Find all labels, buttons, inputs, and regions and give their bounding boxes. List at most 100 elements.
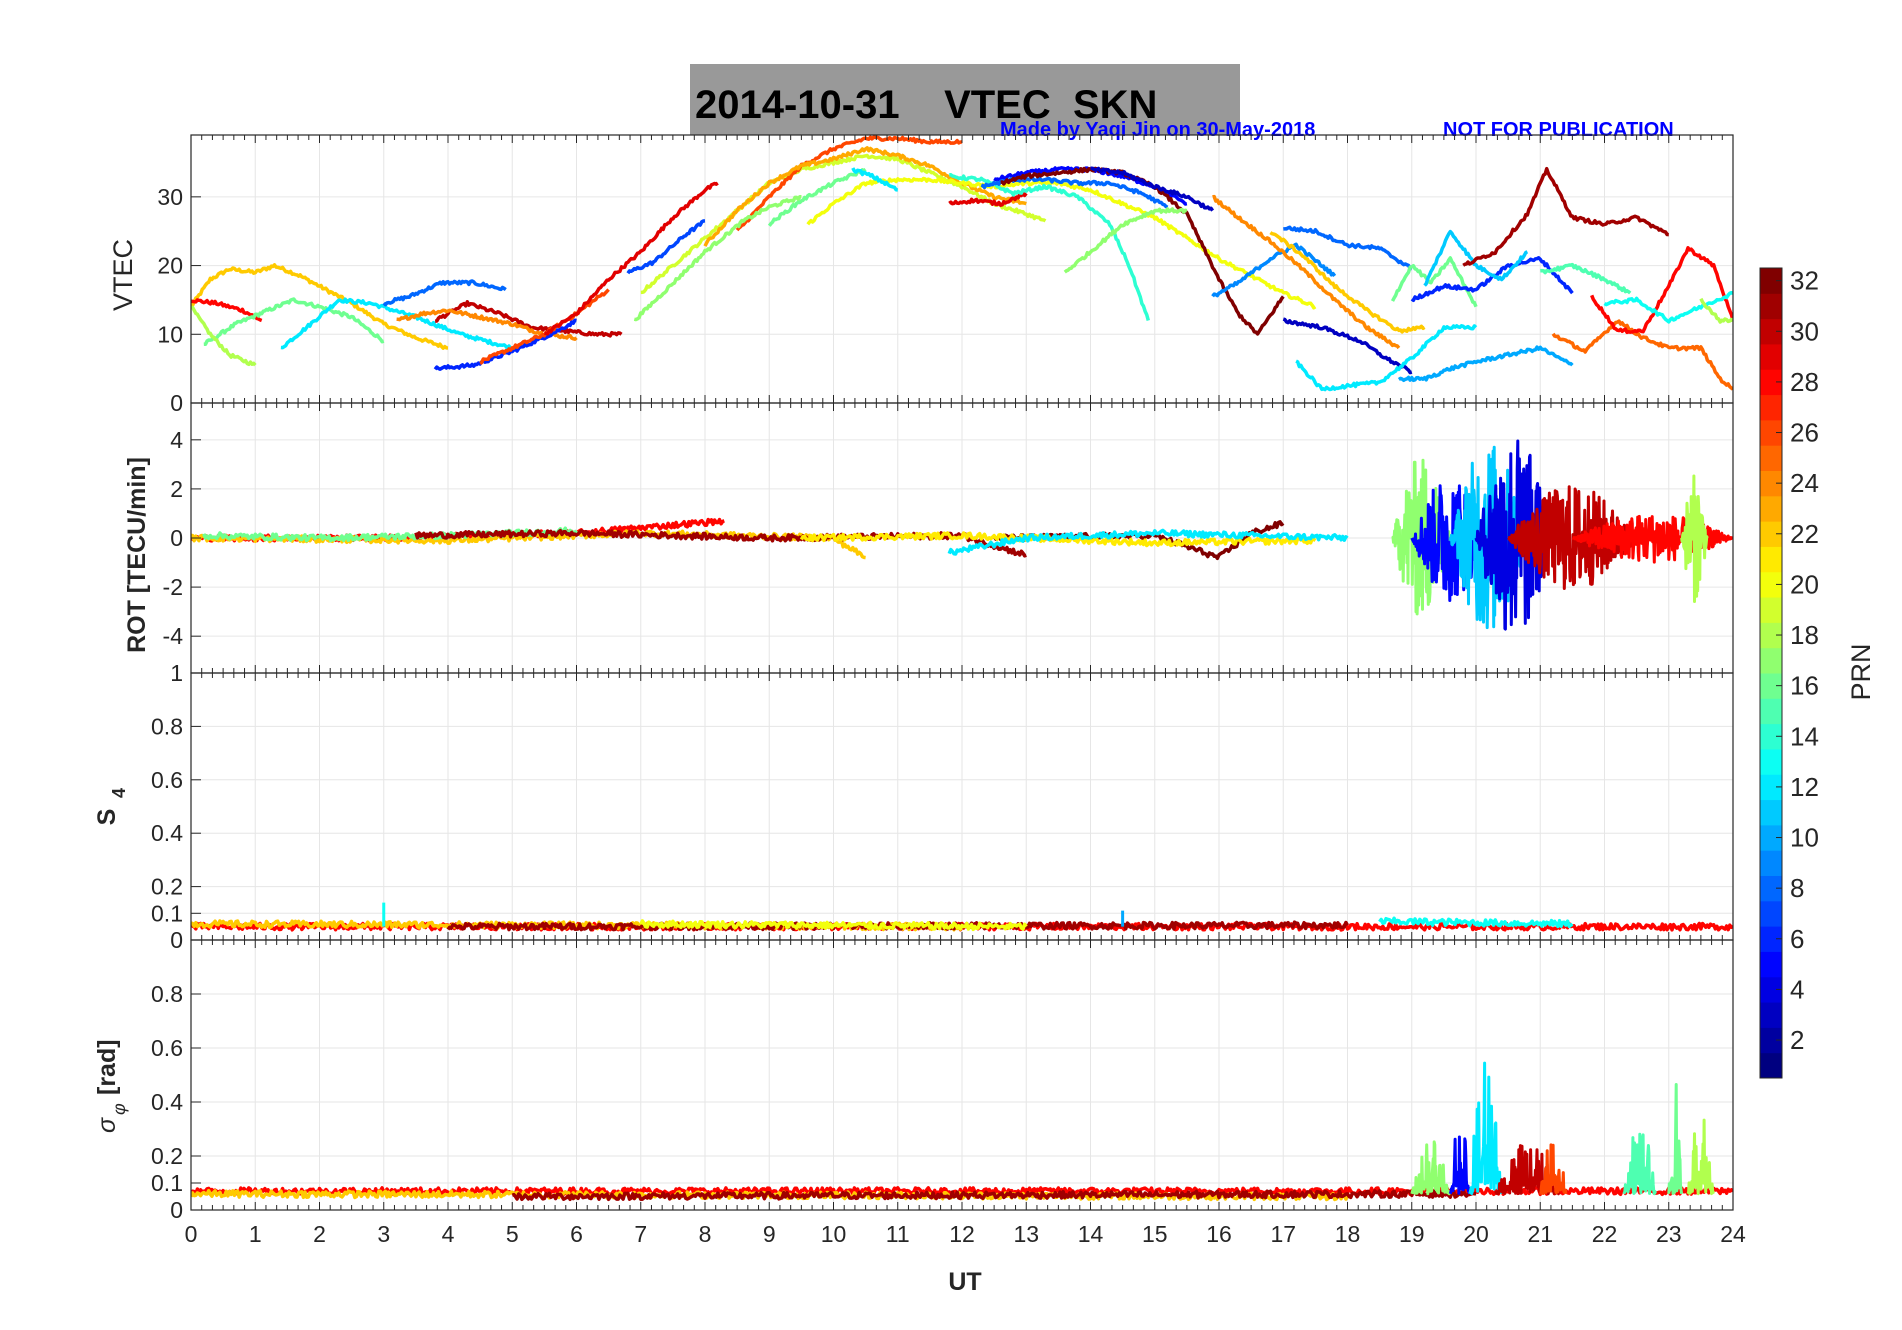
x-tick-label: 8 bbox=[699, 1221, 712, 1247]
colorbar-border bbox=[1759, 267, 1783, 1079]
x-axis-label: UT bbox=[948, 1268, 981, 1296]
colorbar-swatch bbox=[1760, 318, 1782, 345]
vtec-series-line bbox=[1590, 246, 1733, 335]
vtec-series-line bbox=[1462, 166, 1669, 267]
vtec-series-line bbox=[806, 176, 1317, 310]
s4-series-line bbox=[639, 919, 1028, 932]
colorbar-tick-label: 14 bbox=[1790, 721, 1819, 751]
sigma-burst-line bbox=[1667, 1083, 1684, 1195]
vtec-series-line bbox=[479, 288, 610, 365]
sigma-ylabel: σ φ [rad] bbox=[93, 1039, 129, 1133]
colorbar-swatch bbox=[1760, 343, 1782, 370]
vtec-series-line bbox=[382, 279, 507, 307]
colorbar-swatch bbox=[1760, 369, 1782, 396]
colorbar-swatch bbox=[1760, 445, 1782, 471]
colorbar-swatch bbox=[1760, 1027, 1782, 1054]
rot-burst-line bbox=[1448, 445, 1529, 630]
x-tick-label: 9 bbox=[763, 1221, 776, 1247]
vtec-ytick-label: 0 bbox=[170, 390, 183, 416]
x-tick-label: 0 bbox=[185, 1221, 198, 1247]
colorbar-swatch bbox=[1760, 622, 1782, 649]
colorbar-swatch bbox=[1760, 698, 1782, 725]
vtec-series-line bbox=[203, 297, 385, 347]
x-tick-label: 18 bbox=[1335, 1221, 1361, 1247]
colorbar-tick-label: 30 bbox=[1790, 316, 1819, 346]
colorbar-swatch bbox=[1760, 268, 1782, 294]
vtec-series-line bbox=[949, 172, 1150, 321]
x-tick-label: 21 bbox=[1527, 1221, 1553, 1247]
s4-ylabel: S 4 bbox=[93, 788, 129, 825]
s4-ytick-label: 0.6 bbox=[151, 767, 183, 793]
vtec-ylabel: VTEC bbox=[108, 239, 138, 311]
sigma-ytick-label: 0.4 bbox=[151, 1089, 183, 1115]
sigma-series bbox=[191, 1061, 1733, 1202]
colorbar-swatch bbox=[1760, 976, 1782, 1003]
rot-ytick-label: 0 bbox=[170, 525, 183, 551]
s4-grid bbox=[190, 672, 1734, 941]
colorbar-tick-label: 16 bbox=[1790, 671, 1819, 701]
s4-ytick-label: 0.8 bbox=[151, 713, 183, 739]
colorbar-swatch bbox=[1760, 1002, 1782, 1028]
vtec-series-line bbox=[633, 194, 802, 322]
vtec-series-line bbox=[1603, 290, 1733, 324]
x-tick-label: 13 bbox=[1013, 1221, 1039, 1247]
colorbar-tick-label: 22 bbox=[1790, 519, 1819, 549]
s4-ytick-label: 0.4 bbox=[151, 820, 183, 846]
colorbar-swatch bbox=[1760, 521, 1782, 547]
colorbar-swatch bbox=[1760, 293, 1782, 320]
colorbar-swatch bbox=[1760, 647, 1782, 674]
vtec-series-line bbox=[1090, 166, 1215, 212]
colorbar-tick-label: 2 bbox=[1790, 1025, 1804, 1055]
vtec-series-line bbox=[703, 146, 1027, 247]
rot-panel: -4 -2 0 2 4 bbox=[163, 402, 1734, 674]
sigma-ytick-label: 0.8 bbox=[151, 981, 183, 1007]
colorbar-swatch bbox=[1760, 470, 1782, 497]
colorbar-swatch bbox=[1760, 875, 1782, 902]
title-box bbox=[690, 64, 1240, 135]
sigma-burst-line bbox=[1622, 1132, 1657, 1196]
x-tick-label: 20 bbox=[1463, 1221, 1489, 1247]
colorbar-swatch bbox=[1760, 774, 1782, 801]
colorbar-swatch bbox=[1760, 546, 1782, 573]
vtec-ytick-label: 10 bbox=[157, 321, 183, 347]
vtec-ytick-label: 20 bbox=[157, 253, 183, 279]
colorbar-swatch bbox=[1760, 723, 1782, 750]
x-tick-label: 6 bbox=[570, 1221, 583, 1247]
x-tick-label: 4 bbox=[442, 1221, 455, 1247]
vtec-series-line bbox=[1211, 242, 1337, 298]
colorbar-tick-label: 4 bbox=[1790, 974, 1804, 1004]
vtec-ytick-label: 30 bbox=[157, 184, 183, 210]
rot-burst-line bbox=[1391, 458, 1452, 616]
sigma-panel: 00.10.20.40.60.80 1 2 3 4 5 6 7 8 9 10 11 12 13 14 15 16… bbox=[151, 939, 1746, 1247]
sigma-ytick-label: 0.2 bbox=[151, 1143, 183, 1169]
notice-text: NOT FOR PUBLICATION bbox=[1443, 119, 1674, 141]
chart-title: 2014-10-31 VTEC SKN bbox=[695, 83, 1157, 127]
sigma-ytick-label: 0.1 bbox=[151, 1170, 183, 1196]
vtec-series-line bbox=[948, 191, 1028, 207]
colorbar-swatch bbox=[1760, 419, 1782, 446]
vtec-series-line bbox=[1397, 345, 1574, 383]
s4-ytick-label: 0 bbox=[170, 927, 183, 953]
rot-ytick-label: 2 bbox=[170, 476, 183, 502]
s4-ytick-label: 0.2 bbox=[151, 874, 183, 900]
vtec-series-line bbox=[191, 263, 449, 350]
colorbar-swatch bbox=[1760, 799, 1782, 826]
rot-ytick-label: -2 bbox=[163, 574, 183, 600]
vtec-series-line bbox=[626, 219, 706, 275]
vtec-series-line bbox=[851, 167, 899, 192]
s4-series bbox=[191, 902, 1733, 932]
sigma-ytick-label: 0.6 bbox=[151, 1035, 183, 1061]
colorbar-tick-label: 20 bbox=[1790, 569, 1819, 599]
colorbar-swatch bbox=[1760, 673, 1782, 699]
vtec-series-line bbox=[1063, 207, 1188, 274]
sigma-ylabel-unit: [rad] bbox=[93, 1039, 121, 1095]
x-tick-label: 2 bbox=[313, 1221, 326, 1247]
sigma-ticks: 00.10.20.40.60.80 1 2 3 4 5 6 7 8 9 10 11 12 13 14 15 16… bbox=[151, 940, 1746, 1247]
sigma-grid bbox=[190, 940, 1734, 1211]
sigma-burst-line bbox=[1539, 1143, 1568, 1196]
x-tick-label: 7 bbox=[634, 1221, 647, 1247]
rot-series-line bbox=[947, 528, 1349, 556]
vtec-series-line bbox=[1295, 324, 1478, 392]
rot-series bbox=[191, 439, 1733, 631]
